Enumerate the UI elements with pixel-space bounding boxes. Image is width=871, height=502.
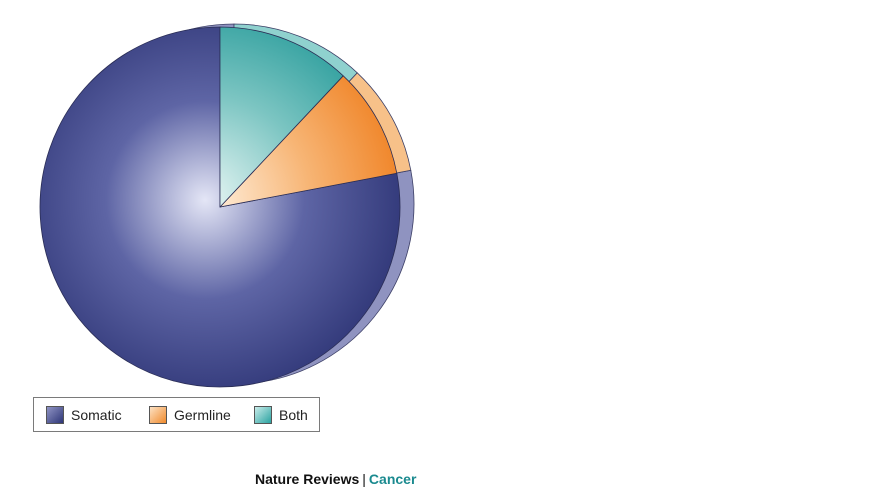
journal-footer: Nature Reviews | Cancer bbox=[255, 471, 416, 487]
legend-swatch-both bbox=[254, 406, 272, 424]
legend-label-somatic: Somatic bbox=[71, 407, 122, 423]
pie-slices bbox=[39, 26, 401, 388]
legend-item-both: Both bbox=[254, 405, 308, 425]
footer-subjournal: Cancer bbox=[368, 471, 417, 487]
legend-item-somatic: Somatic bbox=[46, 405, 122, 425]
pie-slice-somatic bbox=[39, 26, 401, 388]
footer-journal: Nature Reviews bbox=[255, 471, 360, 487]
pie-slice-both bbox=[219, 26, 344, 208]
legend-label-both: Both bbox=[279, 407, 308, 423]
legend-item-germline: Germline bbox=[149, 405, 231, 425]
legend-swatch-somatic bbox=[46, 406, 64, 424]
legend-label-germline: Germline bbox=[174, 407, 231, 423]
footer-separator: | bbox=[362, 471, 366, 487]
legend-swatch-germline bbox=[149, 406, 167, 424]
pie-slice-germline bbox=[219, 75, 398, 208]
legend: Somatic Germline Both bbox=[33, 397, 320, 432]
